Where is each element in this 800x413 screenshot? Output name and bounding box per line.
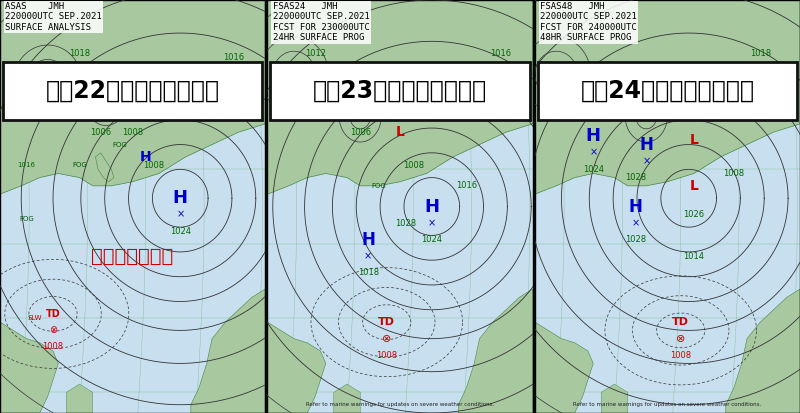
Text: TD: TD <box>46 309 60 319</box>
Text: 1028: 1028 <box>394 218 416 228</box>
Polygon shape <box>535 322 594 413</box>
Text: SLW: SLW <box>27 315 42 321</box>
Text: ９月23日（木）午前９時: ９月23日（木）午前９時 <box>313 79 487 103</box>
Text: ×: × <box>631 218 640 228</box>
Text: L: L <box>570 63 579 77</box>
Text: TD: TD <box>672 317 690 327</box>
Polygon shape <box>95 153 114 182</box>
Text: 1024: 1024 <box>582 107 604 116</box>
Text: 1016: 1016 <box>18 162 35 168</box>
Polygon shape <box>726 289 800 413</box>
Text: ⊗: ⊗ <box>676 334 686 344</box>
Text: H: H <box>362 230 375 249</box>
Text: 1008: 1008 <box>723 169 744 178</box>
Text: ×: × <box>428 218 436 228</box>
Text: 1016: 1016 <box>222 53 244 62</box>
Text: 1018: 1018 <box>750 49 771 58</box>
Text: 1008: 1008 <box>42 342 63 351</box>
Text: H: H <box>173 189 188 207</box>
Text: ×: × <box>364 251 372 261</box>
Text: ASAS    JMH
220000UTC SEP.2021
SURFACE ANALYSIS: ASAS JMH 220000UTC SEP.2021 SURFACE ANAL… <box>6 2 102 32</box>
Text: JAPAN METEOROLOGICAL AGENCY PROG: JAPAN METEOROLOGICAL AGENCY PROG <box>540 66 644 71</box>
Text: 1002: 1002 <box>689 111 710 120</box>
Text: L: L <box>43 67 52 81</box>
Text: H: H <box>629 197 642 216</box>
Polygon shape <box>0 0 265 194</box>
Text: L: L <box>690 179 698 193</box>
Text: 1024: 1024 <box>170 227 190 236</box>
Text: FOG: FOG <box>72 162 87 168</box>
Text: FSAS48   JMH
220000UTC SEP.2021
FCST FOR 240000UTC
48HR SURFACE PROG: FSAS48 JMH 220000UTC SEP.2021 FCST FOR 2… <box>540 2 637 42</box>
Text: 1026: 1026 <box>683 210 705 219</box>
Text: ９月22日（水）午前９時: ９月22日（水）午前９時 <box>46 79 219 103</box>
Text: FOG: FOG <box>308 71 322 77</box>
Text: H: H <box>140 150 151 164</box>
Text: JAPAN METEOROLOGICAL AGENCY PROG: JAPAN METEOROLOGICAL AGENCY PROG <box>6 66 110 71</box>
Text: L: L <box>348 109 357 123</box>
Text: H: H <box>639 135 653 154</box>
Text: FSAS24   JMH
220000UTC SEP.2021
FCST FOR 230000UTC
24HR SURFACE PROG: FSAS24 JMH 220000UTC SEP.2021 FCST FOR 2… <box>273 2 370 42</box>
Text: 1010: 1010 <box>323 70 344 79</box>
Polygon shape <box>267 0 533 194</box>
Text: 熱帯低気圧発生: 熱帯低気圧発生 <box>91 247 174 266</box>
Text: 1028: 1028 <box>625 235 646 244</box>
Text: ×: × <box>176 210 184 220</box>
Text: JAPAN METEOROLOGICAL AGENCY PROG: JAPAN METEOROLOGICAL AGENCY PROG <box>273 66 377 71</box>
Text: H: H <box>424 197 439 216</box>
Text: 1018: 1018 <box>358 268 378 277</box>
Text: L: L <box>96 76 105 90</box>
Text: L: L <box>623 104 632 119</box>
Text: FOG: FOG <box>371 183 386 189</box>
Text: 1028: 1028 <box>657 111 678 120</box>
Text: L: L <box>395 125 405 139</box>
Text: Refer to marine warnings for updates on severe weather conditions.: Refer to marine warnings for updates on … <box>574 402 762 407</box>
Text: L: L <box>690 133 698 147</box>
Polygon shape <box>191 289 265 413</box>
Text: 1016: 1016 <box>490 49 511 58</box>
Text: FOG: FOG <box>19 216 34 222</box>
Text: 1006: 1006 <box>350 128 371 137</box>
Text: L: L <box>290 63 298 77</box>
FancyBboxPatch shape <box>2 62 262 120</box>
Text: 1024: 1024 <box>582 165 604 174</box>
FancyBboxPatch shape <box>538 62 798 120</box>
Text: ９月24日（金）午前９時: ９月24日（金）午前９時 <box>581 79 754 103</box>
Polygon shape <box>66 384 93 413</box>
Text: TD: TD <box>378 317 395 327</box>
Text: ×: × <box>589 148 598 158</box>
FancyBboxPatch shape <box>270 62 530 120</box>
Text: 1016: 1016 <box>456 181 477 190</box>
Polygon shape <box>535 0 800 194</box>
Text: 1008: 1008 <box>122 128 143 137</box>
Text: ×: × <box>642 156 650 166</box>
Text: 1018: 1018 <box>69 49 90 58</box>
Text: 1008: 1008 <box>670 351 691 360</box>
Text: 1012: 1012 <box>305 49 326 58</box>
Polygon shape <box>334 384 360 413</box>
Text: 1024: 1024 <box>422 235 442 244</box>
Text: 1008: 1008 <box>90 95 111 104</box>
Polygon shape <box>602 384 628 413</box>
Polygon shape <box>458 289 533 413</box>
Text: FOG: FOG <box>406 71 421 77</box>
Text: 1028: 1028 <box>625 173 646 182</box>
Text: 1008: 1008 <box>143 161 164 170</box>
Text: L: L <box>128 92 137 106</box>
Text: FOG: FOG <box>112 142 126 147</box>
Text: ⊗: ⊗ <box>382 334 391 344</box>
Text: 1014: 1014 <box>683 252 705 261</box>
Text: H: H <box>586 127 601 145</box>
Text: 1008: 1008 <box>376 351 398 360</box>
Text: ⊗: ⊗ <box>49 325 57 335</box>
Text: 1006: 1006 <box>90 128 111 137</box>
Text: 1008: 1008 <box>402 161 424 170</box>
Polygon shape <box>0 322 58 413</box>
Text: Refer to marine warnings for updates on severe weather conditions.: Refer to marine warnings for updates on … <box>306 402 494 407</box>
Polygon shape <box>267 322 326 413</box>
